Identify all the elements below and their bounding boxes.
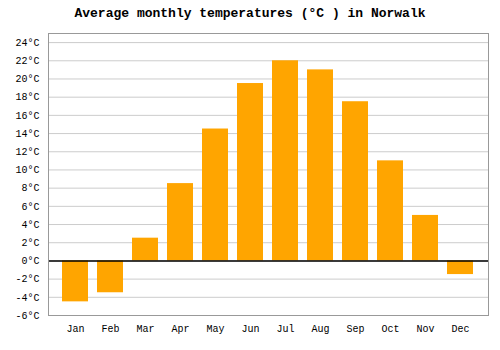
svg-text:8°C: 8°C bbox=[21, 183, 39, 194]
svg-text:12°C: 12°C bbox=[15, 147, 39, 158]
svg-text:Sep: Sep bbox=[346, 324, 364, 335]
svg-text:-4°C: -4°C bbox=[15, 293, 39, 304]
html-text:Average monthly temperatures (: Average monthly temperatures (°C ) in No… bbox=[74, 6, 426, 21]
svg-text:18°C: 18°C bbox=[15, 92, 39, 103]
svg-text:6°C: 6°C bbox=[21, 202, 39, 213]
svg-text:22°C: 22°C bbox=[15, 56, 39, 67]
svg-text:Jun: Jun bbox=[241, 324, 259, 335]
svg-text:Oct: Oct bbox=[381, 324, 399, 335]
svg-text:24°C: 24°C bbox=[15, 38, 39, 49]
svg-text:Jan: Jan bbox=[66, 324, 84, 335]
svg-text:Aug: Aug bbox=[311, 324, 329, 335]
svg-text:Apr: Apr bbox=[171, 324, 189, 335]
svg-text:16°C: 16°C bbox=[15, 111, 39, 122]
svg-text:May: May bbox=[206, 324, 224, 335]
svg-text:4°C: 4°C bbox=[21, 220, 39, 231]
svg-text:20°C: 20°C bbox=[15, 74, 39, 85]
svg-text:10°C: 10°C bbox=[15, 165, 39, 176]
svg-text:14°C: 14°C bbox=[15, 129, 39, 140]
svg-text:Dec: Dec bbox=[451, 324, 469, 335]
svg-text:Nov: Nov bbox=[416, 324, 434, 335]
svg-text:Mar: Mar bbox=[136, 324, 154, 335]
svg-text:-2°C: -2°C bbox=[15, 274, 39, 285]
svg-text:2°C: 2°C bbox=[21, 238, 39, 249]
svg-text:-6°C: -6°C bbox=[15, 311, 39, 322]
svg-text:0°C: 0°C bbox=[21, 256, 39, 267]
svg-text:Feb: Feb bbox=[101, 324, 119, 335]
svg-text:Jul: Jul bbox=[276, 324, 294, 335]
